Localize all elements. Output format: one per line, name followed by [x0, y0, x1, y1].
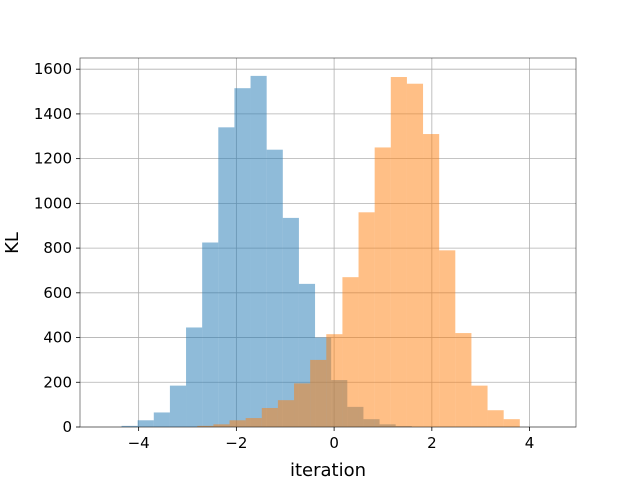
- histogram-bar-series-2: [374, 147, 391, 428]
- histogram-bar-series-1: [137, 420, 154, 427]
- histogram-bar-series-1: [282, 217, 299, 427]
- histogram-bar-series-2: [455, 333, 472, 427]
- y-axis-ticks: 0 200 400 600 800 1000 1200 1400 1600: [34, 60, 80, 436]
- histogram-bar-series-1: [234, 88, 251, 427]
- y-tick-label: 1200: [34, 150, 72, 168]
- y-tick-label: 1400: [34, 105, 72, 123]
- plot-frame: [79, 57, 577, 428]
- histogram-bar-series-2: [261, 407, 278, 427]
- x-axis-ticks: −4 −2 0 2 4: [128, 427, 535, 452]
- histogram-bar-series-1: [266, 149, 283, 427]
- histogram-bar-series-2: [213, 424, 230, 427]
- histogram-bar-series-1: [218, 127, 235, 427]
- x-tick-label: −2: [225, 434, 247, 452]
- histogram-bar-series-2: [277, 400, 295, 427]
- histogram-bar-series-1: [202, 242, 219, 427]
- y-tick-label: 1600: [34, 60, 72, 78]
- histogram-bar-series-2: [439, 250, 456, 427]
- y-axis-label: KL: [2, 232, 23, 254]
- y-tick-label: 0: [62, 418, 72, 436]
- histogram-bar-series-1: [169, 385, 187, 427]
- histogram-bar-series-2: [197, 425, 214, 427]
- histogram-bar-series-1: [250, 75, 267, 428]
- histogram-bar-series-2: [229, 420, 246, 427]
- x-tick-label: −4: [128, 434, 150, 452]
- histogram-bar-series-1: [186, 327, 203, 427]
- y-tick-label: 800: [43, 239, 72, 257]
- x-tick-label: 0: [329, 434, 339, 452]
- x-axis-label: iteration: [290, 460, 366, 480]
- histogram-bar-series-2: [503, 419, 520, 427]
- histogram-bar-series-2: [245, 418, 262, 427]
- histogram-bar-series-2: [358, 212, 375, 427]
- histogram-bar-series-2: [423, 134, 440, 427]
- histogram-bar-series-2: [390, 77, 407, 427]
- histogram-bar-series-2: [487, 410, 504, 427]
- y-tick-label: 400: [43, 329, 72, 347]
- histogram-bar-series-1: [153, 412, 170, 427]
- histogram-bar-series-2: [342, 277, 359, 427]
- histogram-bar-series-2: [471, 385, 488, 427]
- y-tick-label: 200: [43, 373, 72, 391]
- histogram-bar-series-2: [310, 359, 327, 427]
- histogram-bar-series-2: [326, 334, 343, 427]
- histogram-bar-series-1: [121, 425, 138, 427]
- x-tick-label: 2: [427, 434, 437, 452]
- histogram-bar-series-2: [406, 83, 424, 427]
- x-tick-label: 4: [525, 434, 535, 452]
- histogram-bar-series-2: [294, 383, 311, 427]
- y-tick-label: 600: [43, 284, 72, 302]
- y-tick-label: 1000: [34, 194, 72, 212]
- bars: [121, 75, 520, 428]
